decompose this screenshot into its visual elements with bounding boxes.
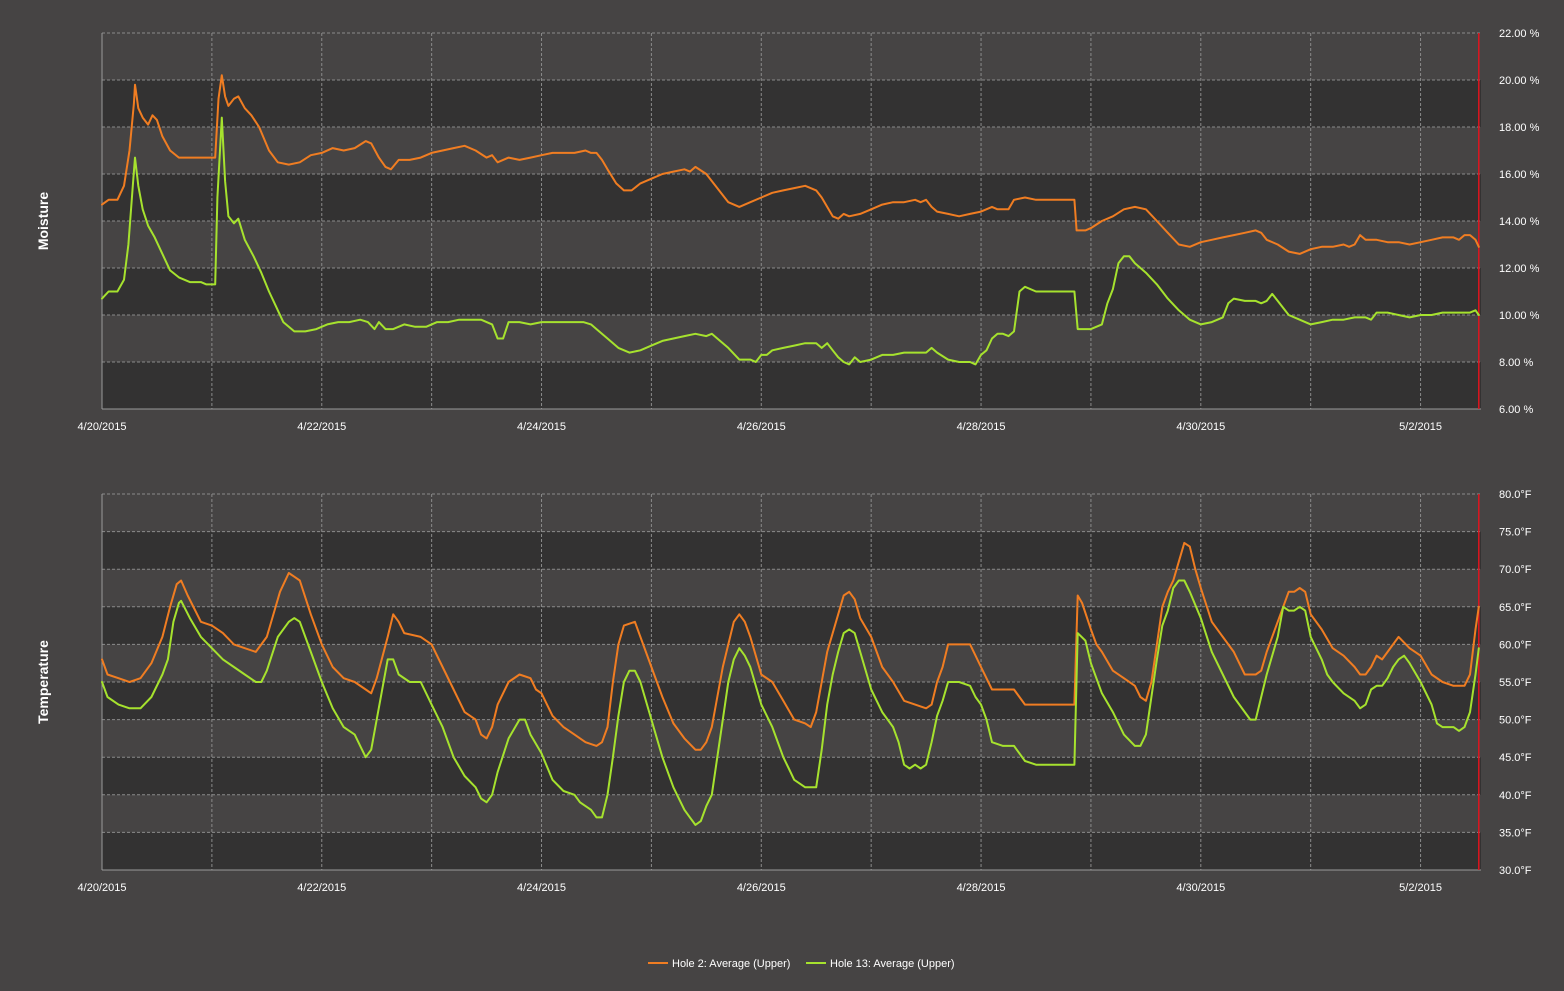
y-tick-label: 10.00 % [1499, 310, 1540, 322]
x-tick-label: 4/22/2015 [297, 882, 346, 894]
y-tick-label: 20.00 % [1499, 75, 1540, 87]
y-tick-label: 55.0°F [1499, 677, 1532, 689]
y-tick-label: 12.00 % [1499, 263, 1540, 275]
plot-band [102, 315, 1481, 362]
y-tick-label: 80.0°F [1499, 489, 1532, 501]
plot-band [102, 221, 1481, 268]
legend: Hole 2: Average (Upper) Hole 13: Average … [648, 958, 955, 970]
x-tick-label: 4/24/2015 [517, 421, 566, 433]
x-tick-label: 4/20/2015 [78, 421, 127, 433]
plot-band [102, 719, 1481, 758]
temperature-chart: 30.0°F 35.0°F 40.0°F 45.0°F 50.0°F 55.0°F 60.0… [35, 489, 1532, 894]
x-tick-label: 4/26/2015 [737, 882, 786, 894]
y-tick-label: 30.0°F [1499, 865, 1532, 877]
x-tick-label: 4/24/2015 [517, 882, 566, 894]
plot-band [102, 531, 1481, 570]
x-tick-label: 4/26/2015 [737, 421, 786, 433]
series-line [101, 116, 1480, 366]
x-tick-label: 5/2/2015 [1399, 882, 1442, 894]
y-tick-label: 22.00 % [1499, 28, 1540, 40]
y-tick-label: 70.0°F [1499, 564, 1532, 576]
x-tick-label: 4/30/2015 [1176, 421, 1225, 433]
x-tick-label: 4/30/2015 [1176, 882, 1225, 894]
legend-label: Hole 2: Average (Upper) [672, 958, 790, 970]
y-tick-label: 16.00 % [1499, 169, 1540, 181]
moisture-chart: 6.00 % 8.00 % 10.00 % 12.00 % 14.00 % 16.00 %… [35, 28, 1540, 433]
x-tick-label: 4/20/2015 [78, 882, 127, 894]
plot-band [102, 569, 1481, 607]
y-tick-label: 60.0°F [1499, 639, 1532, 651]
plot-band [102, 494, 1481, 532]
plot-band [102, 832, 1481, 870]
series-line [101, 541, 1480, 751]
series-line [101, 74, 1480, 255]
y-tick-label: 8.00 % [1499, 357, 1533, 369]
y-tick-label: 75.0°F [1499, 527, 1532, 539]
plot-band [102, 33, 1481, 80]
x-tick-label: 4/28/2015 [957, 882, 1006, 894]
y-tick-label: 45.0°F [1499, 752, 1532, 764]
y-axis-title: Temperature [35, 640, 51, 724]
y-axis-title: Moisture [35, 192, 51, 251]
x-tick-label: 4/28/2015 [957, 421, 1006, 433]
series-line [101, 579, 1480, 826]
plot-band [102, 127, 1481, 174]
y-tick-label: 6.00 % [1499, 404, 1533, 416]
plot-band [102, 794, 1481, 833]
y-tick-label: 14.00 % [1499, 216, 1540, 228]
plot-band [102, 174, 1481, 221]
y-tick-label: 18.00 % [1499, 122, 1540, 134]
plot-band [102, 362, 1481, 409]
y-tick-label: 40.0°F [1499, 790, 1532, 802]
plot-band [102, 80, 1481, 127]
plot-band [102, 268, 1481, 315]
x-tick-label: 5/2/2015 [1399, 421, 1442, 433]
plot-band [102, 606, 1481, 645]
y-tick-label: 35.0°F [1499, 827, 1532, 839]
legend-label: Hole 13: Average (Upper) [830, 958, 955, 970]
y-tick-label: 65.0°F [1499, 602, 1532, 614]
x-tick-label: 4/22/2015 [297, 421, 346, 433]
y-tick-label: 50.0°F [1499, 715, 1532, 727]
